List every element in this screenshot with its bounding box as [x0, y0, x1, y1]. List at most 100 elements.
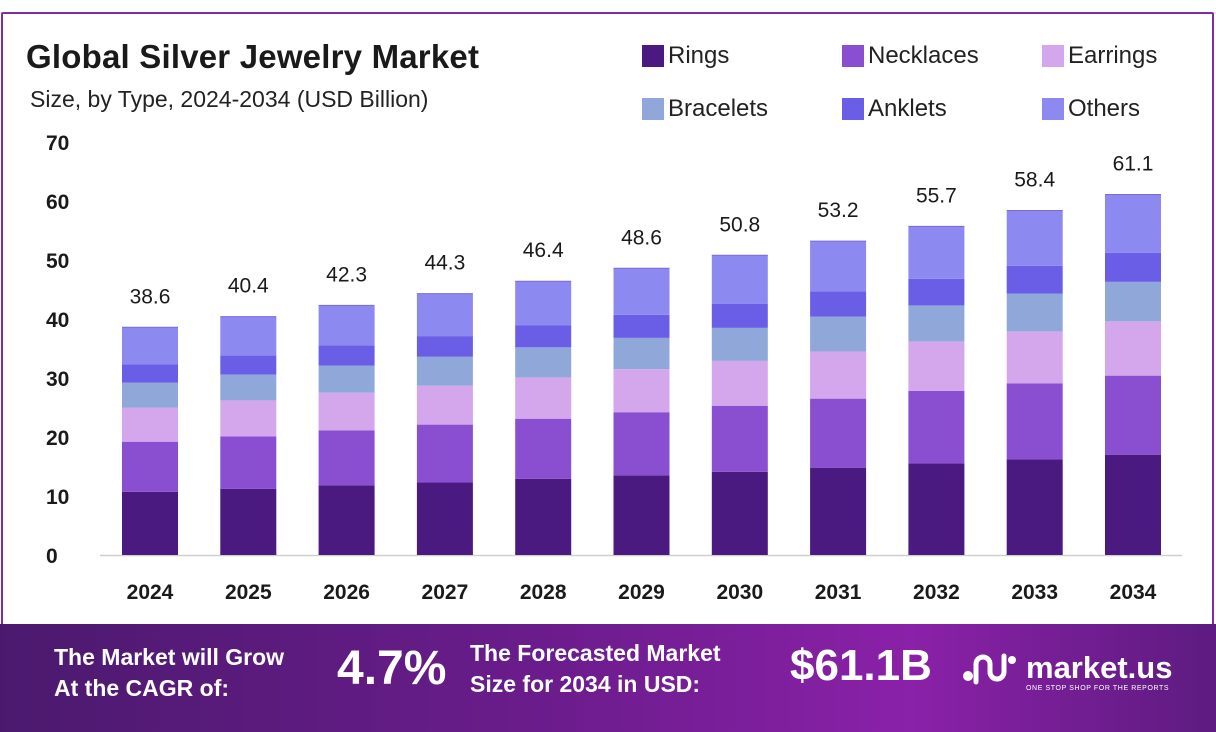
y-tick-label: 50	[46, 250, 69, 273]
bar-segment-anklets-2030	[711, 303, 768, 328]
brand-logo[interactable]: market.us ONE STOP SHOP FOR THE REPORTS	[962, 648, 1173, 692]
bar-segment-anklets-2024	[122, 364, 178, 383]
bar-segment-rings-2030	[711, 471, 768, 555]
legend-swatch-necklaces	[842, 45, 864, 67]
x-tick-label: 2030	[716, 581, 763, 604]
brand-name: market.us	[1026, 650, 1173, 685]
bar-segment-others-2034	[1105, 194, 1161, 253]
brand-tagline: ONE STOP SHOP FOR THE REPORTS	[1026, 685, 1170, 692]
x-tick-label: 2027	[422, 581, 469, 604]
bar-segment-earrings-2033	[1006, 331, 1063, 384]
y-tick-label: 10	[46, 486, 69, 509]
bar-total-label: 46.4	[523, 239, 564, 262]
x-tick-label: 2033	[1011, 581, 1058, 604]
bar-segment-necklaces-2032	[908, 390, 965, 464]
bar-total-label: 55.7	[916, 184, 957, 207]
cagr-label: The Market will Grow At the CAGR of:	[54, 642, 284, 704]
x-tick-label: 2034	[1110, 581, 1157, 604]
y-tick-label: 0	[46, 545, 58, 568]
bar-total-label: 38.6	[130, 285, 171, 308]
bar-segment-necklaces-2026	[318, 430, 375, 486]
x-tick-label: 2028	[520, 581, 567, 604]
bar-segment-others-2028	[515, 281, 572, 326]
bar-segment-others-2031	[810, 241, 867, 292]
bar-segment-earrings-2028	[515, 377, 572, 419]
chart-subtitle: Size, by Type, 2024-2034 (USD Billion)	[30, 86, 429, 112]
bar-segment-rings-2024	[122, 491, 178, 555]
bar-segment-bracelets-2032	[908, 305, 965, 342]
legend-swatch-bracelets	[642, 98, 664, 120]
legend-item-earrings: Earrings	[1042, 41, 1157, 71]
bar-segment-anklets-2033	[1006, 265, 1063, 294]
x-tick-label: 2029	[618, 581, 665, 604]
legend-swatch-rings	[642, 45, 664, 67]
bar-segment-bracelets-2029	[613, 337, 670, 370]
forecast-label-line-2: Size for 2034 in USD:	[470, 671, 701, 697]
market-us-logo-icon	[963, 653, 1016, 685]
legend-swatch-others	[1042, 98, 1064, 120]
bar-segment-bracelets-2033	[1006, 293, 1063, 332]
x-tick-label: 2024	[127, 581, 174, 604]
legend-label-earrings: Earrings	[1068, 42, 1158, 69]
bar-total-label: 42.3	[326, 263, 367, 286]
bar-segment-bracelets-2027	[416, 356, 473, 386]
x-tick-label: 2026	[323, 581, 370, 604]
bar-total-label: 44.3	[424, 252, 465, 275]
bar-segment-earrings-2031	[810, 351, 867, 399]
cagr-value: 4.7%	[337, 642, 447, 695]
bar-segment-bracelets-2024	[122, 382, 178, 408]
forecast-label: The Forecasted Market Size for 2034 in U…	[470, 638, 721, 700]
bar-segment-bracelets-2034	[1105, 281, 1161, 322]
bar-segment-anklets-2029	[613, 314, 670, 338]
y-tick-label: 70	[46, 132, 69, 155]
x-tick-label: 2032	[913, 581, 960, 604]
bar-segment-bracelets-2028	[515, 347, 572, 378]
forecast-label-line-1: The Forecasted Market	[470, 640, 721, 666]
bar-segment-earrings-2030	[711, 360, 768, 406]
bar-total-label: 53.2	[818, 199, 859, 222]
bar-segment-others-2027	[416, 293, 473, 337]
bar-total-label: 50.8	[719, 213, 760, 236]
cagr-label-line-1: The Market will Grow	[54, 644, 285, 670]
bar-segment-earrings-2034	[1105, 321, 1161, 376]
legend-item-others: Others	[1042, 94, 1140, 124]
bar-segment-rings-2032	[908, 463, 965, 555]
bar-segment-bracelets-2030	[711, 327, 768, 361]
y-tick-label: 20	[46, 427, 69, 450]
y-tick-label: 40	[46, 309, 69, 332]
bar-segment-necklaces-2031	[810, 398, 867, 468]
legend-swatch-anklets	[842, 98, 864, 120]
legend-label-others: Others	[1068, 95, 1141, 122]
bar-segment-necklaces-2025	[220, 436, 277, 489]
bar-segment-earrings-2032	[908, 341, 965, 391]
bar-segment-rings-2029	[613, 475, 670, 555]
x-tick-label: 2025	[225, 581, 272, 604]
bar-segment-others-2024	[122, 327, 178, 365]
footer-banner	[0, 624, 1216, 732]
bar-segment-earrings-2026	[318, 392, 375, 431]
bar-total-label: 48.6	[621, 226, 662, 249]
bar-segment-others-2033	[1006, 210, 1063, 266]
bar-segment-anklets-2034	[1105, 252, 1161, 282]
bar-segment-others-2025	[220, 316, 277, 356]
chart-title: Global Silver Jewelry Market	[26, 38, 480, 75]
bar-segment-anklets-2025	[220, 355, 277, 375]
bar-segment-bracelets-2026	[318, 365, 375, 393]
legend-label-bracelets: Bracelets	[668, 95, 769, 122]
bar-segment-necklaces-2029	[613, 412, 670, 476]
legend-label-necklaces: Necklaces	[868, 42, 979, 69]
y-tick-label: 30	[46, 368, 69, 391]
bar-chart: 01020304050607038.6202440.4202542.320264…	[46, 132, 1182, 604]
bar-segment-rings-2028	[515, 478, 572, 555]
bar-segment-earrings-2024	[122, 407, 178, 442]
bar-segment-bracelets-2031	[810, 316, 867, 352]
bar-segment-others-2026	[318, 305, 375, 346]
bar-segment-anklets-2031	[810, 291, 867, 317]
bar-segment-necklaces-2028	[515, 418, 572, 479]
legend-item-bracelets: Bracelets	[642, 94, 768, 124]
bar-segment-necklaces-2034	[1105, 375, 1161, 455]
bar-segment-others-2030	[711, 255, 768, 304]
bar-segment-necklaces-2024	[122, 441, 178, 492]
bar-segment-rings-2033	[1006, 459, 1063, 555]
bar-segment-others-2032	[908, 226, 965, 279]
